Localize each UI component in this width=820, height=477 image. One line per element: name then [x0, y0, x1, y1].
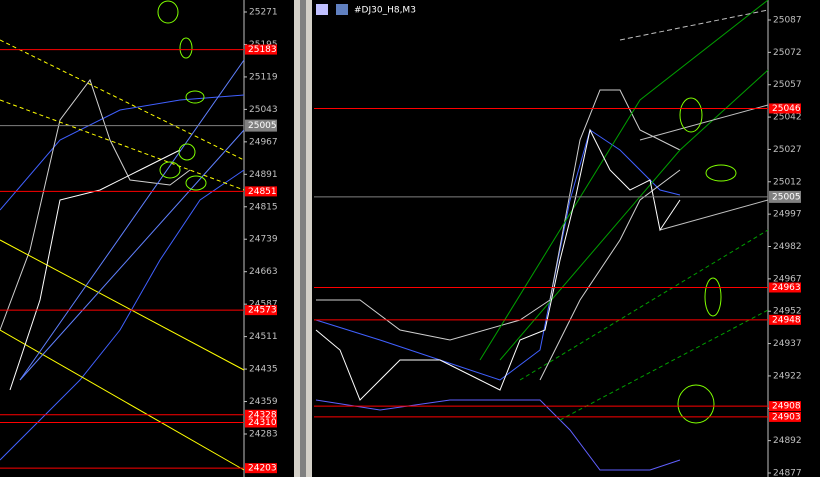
level-label: 24328	[248, 410, 277, 420]
y-tick-label: 25042	[773, 113, 802, 123]
y-tick-label: 24815	[249, 202, 278, 212]
mark-circle	[157, 0, 179, 24]
band-lower	[315, 399, 681, 471]
y-tick-label: 24982	[773, 242, 802, 252]
mark-circle	[679, 97, 703, 133]
y-tick-label: 24663	[249, 267, 278, 277]
fan-line	[559, 309, 769, 421]
y-tick-label: 24587	[249, 300, 278, 310]
level-label: 24948	[772, 315, 801, 325]
y-tick-label: 24283	[249, 430, 278, 440]
left-indicators	[0, 0, 245, 471]
level-label: 25046	[772, 104, 801, 114]
mark-circle	[704, 277, 722, 317]
level-label: 25183	[248, 45, 277, 55]
y-tick-label: 25027	[773, 145, 802, 155]
level-tag	[245, 409, 277, 420]
y-tick-label: 24359	[249, 397, 278, 407]
level-label: 24310	[248, 418, 277, 428]
level-tag	[769, 401, 801, 412]
fan-line	[519, 229, 769, 381]
level-label: 24851	[248, 187, 277, 197]
level-tag	[245, 417, 277, 428]
channel-line	[0, 329, 245, 471]
mark-circle	[178, 143, 196, 161]
current-price-label: 25005	[772, 192, 801, 202]
level-label: 24963	[772, 283, 801, 293]
level-tag	[245, 305, 277, 316]
current-price-label: 25005	[248, 121, 277, 131]
trend-line	[659, 199, 769, 231]
mark-circle	[185, 90, 205, 104]
mark-circle	[705, 164, 737, 182]
y-tick-label: 25271	[249, 8, 278, 18]
level-tag	[245, 186, 277, 197]
level-label: 24573	[248, 306, 277, 316]
mark-circle	[179, 37, 193, 59]
y-tick-label: 24891	[249, 170, 278, 180]
mark-circle	[185, 175, 207, 191]
level-tag	[769, 314, 801, 325]
y-tick-label: 25012	[773, 177, 802, 187]
right-indicators	[315, 0, 769, 471]
chart-icon[interactable]	[316, 4, 328, 15]
y-tick-label: 24967	[773, 274, 802, 284]
fan-line	[479, 0, 769, 361]
fan-line	[19, 129, 245, 381]
channel-line	[0, 99, 245, 191]
y-tick-label: 24739	[249, 235, 278, 245]
chart-icon[interactable]	[336, 4, 348, 15]
y-tick-label: 24937	[773, 339, 802, 349]
mark-circle	[677, 384, 715, 424]
price-line	[9, 149, 181, 391]
y-tick-label: 24435	[249, 365, 278, 375]
band-mid	[539, 169, 681, 381]
level-tag	[769, 282, 801, 293]
y-tick-label: 24511	[249, 332, 278, 342]
y-tick-label: 24877	[773, 469, 802, 477]
price-tag	[245, 119, 277, 132]
fan-line	[19, 59, 245, 381]
splitter-shadow	[300, 0, 306, 477]
y-tick-label: 25072	[773, 48, 802, 58]
band-upper	[0, 78, 191, 331]
channel-line	[0, 39, 245, 161]
level-label: 24903	[772, 412, 801, 422]
channel-line	[0, 239, 245, 371]
level-label: 24203	[248, 464, 277, 474]
level-tag	[245, 463, 277, 474]
level-tag	[245, 44, 277, 55]
y-tick-label: 25043	[249, 105, 278, 115]
y-tick-label: 25057	[773, 80, 802, 90]
level-tag	[769, 411, 801, 422]
y-tick-label: 24967	[249, 137, 278, 147]
trend-line	[639, 104, 769, 141]
y-tick-label: 25119	[249, 72, 278, 82]
ma-line	[0, 94, 245, 211]
mark-circle	[159, 161, 181, 179]
y-tick-label: 25087	[773, 16, 802, 26]
level-label: 24908	[772, 402, 801, 412]
chart-title: #DJ30_H8,M3	[354, 6, 416, 16]
y-tick-label: 24922	[773, 371, 802, 381]
price-line	[315, 128, 681, 401]
y-tick-label: 24997	[773, 210, 802, 220]
trend-line	[619, 9, 769, 41]
price-tag	[769, 190, 801, 203]
trend-line	[0, 169, 245, 461]
fan-line	[499, 69, 769, 361]
y-tick-label: 24952	[773, 307, 802, 317]
level-tag	[769, 103, 801, 114]
y-tick-label: 24892	[773, 436, 802, 446]
